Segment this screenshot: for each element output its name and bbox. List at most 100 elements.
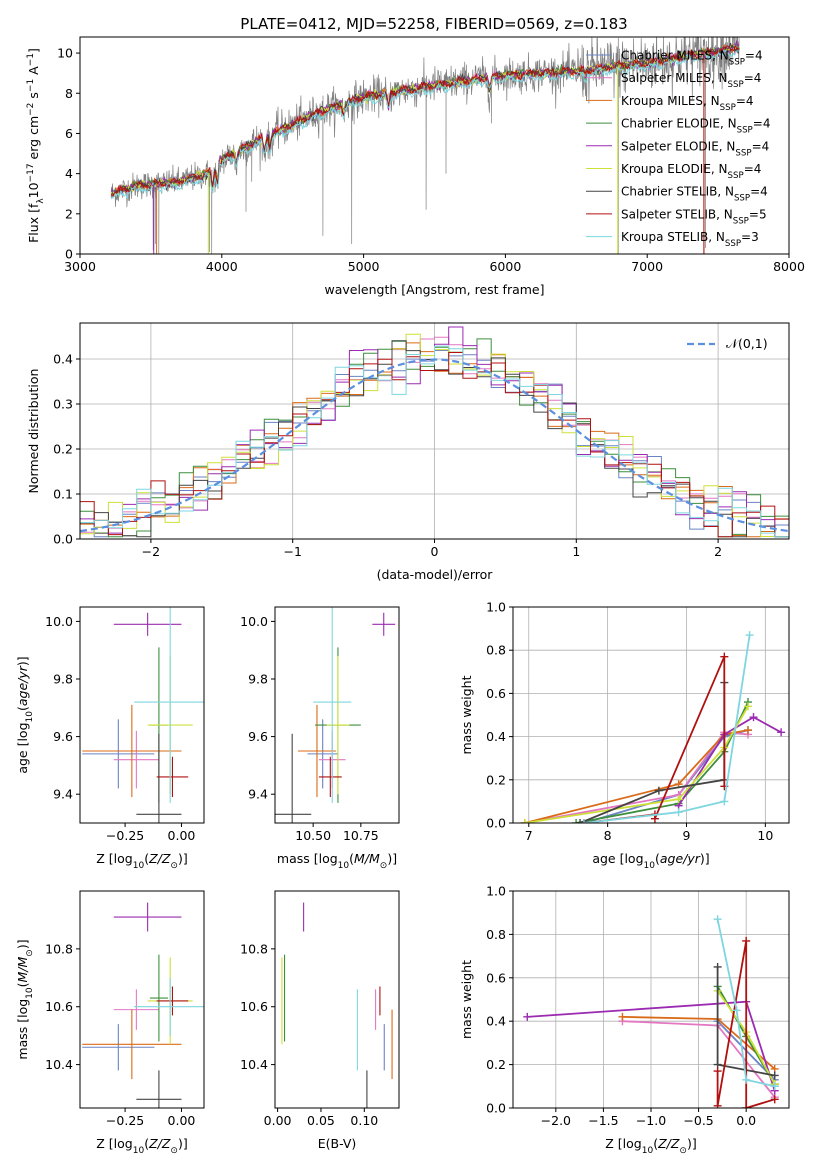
series-marker bbox=[654, 786, 663, 795]
y-axis-label: mass weight bbox=[459, 960, 474, 1039]
hist-chabrier-stelib bbox=[80, 340, 789, 538]
y-tick-label: 1.0 bbox=[486, 600, 506, 615]
series-kroupa-stelib bbox=[713, 915, 779, 1091]
x-tick-label: 4000 bbox=[206, 259, 238, 274]
y-axis-label: mass [log10(M/M⊙)] bbox=[15, 939, 35, 1059]
x-tick-label: 3000 bbox=[64, 259, 96, 274]
x-tick-label: −0.5 bbox=[683, 1113, 713, 1128]
y-tick-label: 10.4 bbox=[240, 1057, 268, 1072]
series-marker bbox=[572, 819, 581, 823]
errorbar-chabrier-stelib bbox=[275, 733, 312, 823]
y-tick-label: 0.2 bbox=[486, 1057, 506, 1072]
series-marker bbox=[770, 1095, 779, 1104]
y-tick-label: 0.8 bbox=[486, 927, 506, 942]
x-tick-label: 8 bbox=[604, 828, 612, 843]
errorbar-salpeter-miles bbox=[113, 730, 159, 789]
series-marker bbox=[650, 814, 659, 823]
series-marker bbox=[749, 713, 758, 722]
spectrum-model-kroupa-stelib bbox=[110, 49, 740, 200]
plot-area-residuals bbox=[80, 326, 789, 538]
axes-spectrum: 3000 4000 5000 6000 7000 8000 0 2 4 6 8 10 wavelengt… bbox=[26, 36, 805, 297]
x-tick-label: 0 bbox=[431, 544, 439, 559]
plot-area-spectrum bbox=[110, 37, 740, 254]
y-tick-label: 0.1 bbox=[53, 487, 73, 502]
x-tick-label: 0.05 bbox=[307, 1113, 335, 1128]
errorbar-kroupa-miles bbox=[82, 1009, 182, 1080]
legend-entry: Kroupa ELODIE, NSSP=4 bbox=[621, 162, 761, 181]
spectrum-data-line bbox=[110, 37, 740, 254]
x-tick-label: −0.25 bbox=[106, 828, 144, 843]
axes-frame bbox=[79, 36, 790, 255]
x-tick-label: −1.5 bbox=[588, 1113, 618, 1128]
x-tick-label: −0.25 bbox=[106, 1113, 144, 1128]
y-tick-label: 10.8 bbox=[45, 941, 73, 956]
y-tick-label: 9.4 bbox=[248, 787, 268, 802]
y-tick-label: 0.8 bbox=[486, 643, 506, 658]
x-tick-label: 2 bbox=[714, 544, 722, 559]
x-tick-label: 6000 bbox=[489, 259, 521, 274]
y-axis-label: Normed distribution bbox=[26, 369, 41, 494]
series-marker bbox=[674, 808, 683, 817]
series-marker bbox=[674, 795, 683, 804]
axes-mass_vs_ebv: 0.00 0.05 0.10 10.4 10.6 10.8 E(B-V) bbox=[240, 890, 400, 1151]
legend-entry: Chabrier MILES, NSSP=4 bbox=[621, 49, 763, 68]
series-marker bbox=[720, 652, 729, 661]
hist-salpeter-stelib bbox=[80, 352, 789, 538]
series-marker bbox=[618, 1012, 627, 1021]
y-tick-label: 0.3 bbox=[53, 397, 73, 412]
legend-entry-normal: 𝒩(0,1) bbox=[726, 336, 768, 351]
y-tick-label: 0.0 bbox=[486, 1101, 506, 1116]
errorbar-salpeter-stelib bbox=[318, 756, 342, 798]
errorbar-kroupa-elodie bbox=[326, 655, 350, 795]
series-marker bbox=[713, 1067, 722, 1076]
y-tick-label: 0.4 bbox=[486, 1014, 506, 1029]
series-line bbox=[524, 731, 749, 823]
x-tick-label: 7000 bbox=[631, 259, 663, 274]
x-axis-label: (data-model)/error bbox=[377, 567, 494, 582]
series-marker bbox=[713, 962, 722, 971]
plot-area-mass_vs_ebv bbox=[281, 902, 393, 1108]
legend-entry: Salpeter MILES, NSSP=4 bbox=[621, 71, 761, 90]
series-marker bbox=[742, 1104, 751, 1108]
y-axis-label: age [log10(age/yr)] bbox=[15, 656, 35, 773]
y-tick-label: 0.0 bbox=[486, 816, 506, 831]
y-tick-label: 9.8 bbox=[248, 672, 268, 687]
figure-title: PLATE=0412, MJD=52258, FIBERID=0569, z=0… bbox=[240, 15, 627, 33]
axes-age_vs_Z: −0.25 0.00 9.4 9.6 9.8 10.0 Z [log10(Z/Z⊙)] age… bbox=[15, 606, 205, 871]
axes-frame bbox=[274, 606, 400, 824]
axes-massweight_vs_Z: −2.0 −1.5 −1.0 −0.5 0.0 0.0 0.2 0.4 0.6 0.8 1.0 Z [… bbox=[459, 884, 790, 1156]
x-tick-label: 7 bbox=[525, 828, 533, 843]
x-tick-label: 10 bbox=[757, 828, 773, 843]
errorbar-kroupa-stelib bbox=[313, 607, 352, 803]
axes-frame bbox=[274, 890, 400, 1109]
x-axis-label: age [log10(age/yr)] bbox=[592, 851, 709, 871]
errorbar-salpeter-stelib bbox=[156, 756, 189, 798]
legend-entry: Chabrier ELODIE, NSSP=4 bbox=[621, 117, 770, 136]
y-tick-label: 9.4 bbox=[53, 787, 73, 802]
series-kroupa-stelib bbox=[579, 631, 754, 823]
series-marker bbox=[713, 915, 722, 924]
y-tick-label: 10 bbox=[57, 46, 73, 61]
y-tick-label: 0.4 bbox=[486, 729, 506, 744]
series-marker bbox=[743, 702, 752, 711]
axes-frame bbox=[79, 606, 205, 824]
y-tick-label: 0.2 bbox=[486, 772, 506, 787]
legend: Chabrier MILES, NSSP=4 Salpeter MILES, NS… bbox=[586, 49, 770, 249]
errorbar-chabrier-miles bbox=[82, 719, 155, 789]
plot-area-massweight_vs_age bbox=[520, 631, 786, 823]
series-marker bbox=[777, 728, 786, 737]
y-tick-label: 4 bbox=[65, 166, 73, 181]
y-tick-label: 2 bbox=[65, 206, 73, 221]
y-tick-label: 10.8 bbox=[240, 941, 268, 956]
normal-curve bbox=[80, 358, 789, 533]
y-tick-label: 10.0 bbox=[45, 614, 73, 629]
series-marker bbox=[520, 819, 529, 823]
x-tick-label: 1 bbox=[572, 544, 580, 559]
series-line bbox=[716, 919, 775, 1088]
axes-frame bbox=[79, 890, 205, 1109]
series-salpeter-stelib bbox=[713, 936, 779, 1108]
axes-mass_vs_Z: −0.25 0.00 10.4 10.6 10.8 Z [log10(Z/Z⊙)] mass… bbox=[15, 890, 205, 1156]
series-marker bbox=[732, 1006, 741, 1015]
legend-entry: Chabrier STELIB, NSSP=4 bbox=[621, 185, 768, 204]
